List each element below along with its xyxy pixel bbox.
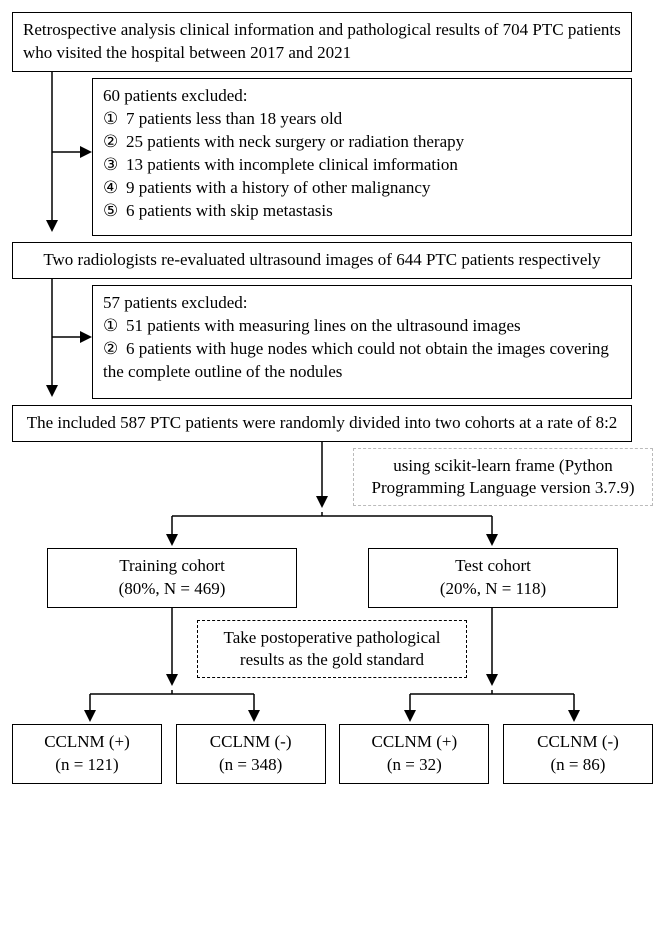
- num-1: ①: [103, 108, 122, 131]
- box-exclusion-2: 57 patients excluded: ① 51 patients with…: [92, 285, 632, 399]
- excl1-item-4: ④ 9 patients with a history of other mal…: [103, 177, 621, 200]
- train-l1: Training cohort: [58, 555, 286, 578]
- num-3: ③: [103, 154, 122, 177]
- box-result-2: CCLNM (-) (n = 348): [176, 724, 326, 784]
- box-test-cohort: Test cohort (20%, N = 118): [368, 548, 618, 608]
- r4-l2: (n = 86): [514, 754, 642, 777]
- box-gold-standard: Take postoperative pathological results …: [197, 620, 467, 678]
- excl1-item-3: ③ 13 patients with incomplete clinical i…: [103, 154, 621, 177]
- gold-l2: results as the gold standard: [210, 649, 454, 671]
- box-result-3: CCLNM (+) (n = 32): [339, 724, 489, 784]
- box-included: The included 587 PTC patients were rando…: [12, 405, 632, 442]
- r3-l1: CCLNM (+): [350, 731, 478, 754]
- excl1-item-5: ⑤ 6 patients with skip metastasis: [103, 200, 621, 223]
- r1-l2: (n = 121): [23, 754, 151, 777]
- text-included: The included 587 PTC patients were rando…: [27, 413, 618, 432]
- text-intro: Retrospective analysis clinical informat…: [23, 20, 621, 62]
- split-connector-1: [12, 512, 653, 548]
- text-reevaluate: Two radiologists re-evaluated ultrasound…: [43, 250, 600, 269]
- excl2-item-2: ② 6 patients with huge nodes which could…: [103, 338, 621, 384]
- box-result-1: CCLNM (+) (n = 121): [12, 724, 162, 784]
- excl1-title: 60 patients excluded:: [103, 85, 621, 108]
- arrow-down-2: [12, 279, 92, 405]
- r1-l1: CCLNM (+): [23, 731, 151, 754]
- excl1-item-2: ② 25 patients with neck surgery or radia…: [103, 131, 621, 154]
- gold-l1: Take postoperative pathological: [210, 627, 454, 649]
- num-2: ②: [103, 131, 122, 154]
- r4-l1: CCLNM (-): [514, 731, 642, 754]
- r3-l2: (n = 32): [350, 754, 478, 777]
- box-exclusion-1: 60 patients excluded: ① 7 patients less …: [92, 78, 632, 236]
- note-text: using scikit-learn frame (Python Program…: [372, 456, 635, 497]
- test-l2: (20%, N = 118): [379, 578, 607, 601]
- box-training-cohort: Training cohort (80%, N = 469): [47, 548, 297, 608]
- train-l2: (80%, N = 469): [58, 578, 286, 601]
- box-result-4: CCLNM (-) (n = 86): [503, 724, 653, 784]
- test-l1: Test cohort: [379, 555, 607, 578]
- excl2-item-1: ① 51 patients with measuring lines on th…: [103, 315, 621, 338]
- split-connector-2: [12, 690, 653, 724]
- num-5: ⑤: [103, 200, 122, 223]
- num-4: ④: [103, 177, 122, 200]
- excl1-item-1: ① 7 patients less than 18 years old: [103, 108, 621, 131]
- num-2b: ②: [103, 338, 122, 361]
- num-1b: ①: [103, 315, 122, 338]
- r2-l2: (n = 348): [187, 754, 315, 777]
- note-scikit: using scikit-learn frame (Python Program…: [353, 448, 653, 506]
- box-intro: Retrospective analysis clinical informat…: [12, 12, 632, 72]
- excl2-title: 57 patients excluded:: [103, 292, 621, 315]
- r2-l1: CCLNM (-): [187, 731, 315, 754]
- box-reevaluate: Two radiologists re-evaluated ultrasound…: [12, 242, 632, 279]
- arrow-down-1: [12, 72, 92, 242]
